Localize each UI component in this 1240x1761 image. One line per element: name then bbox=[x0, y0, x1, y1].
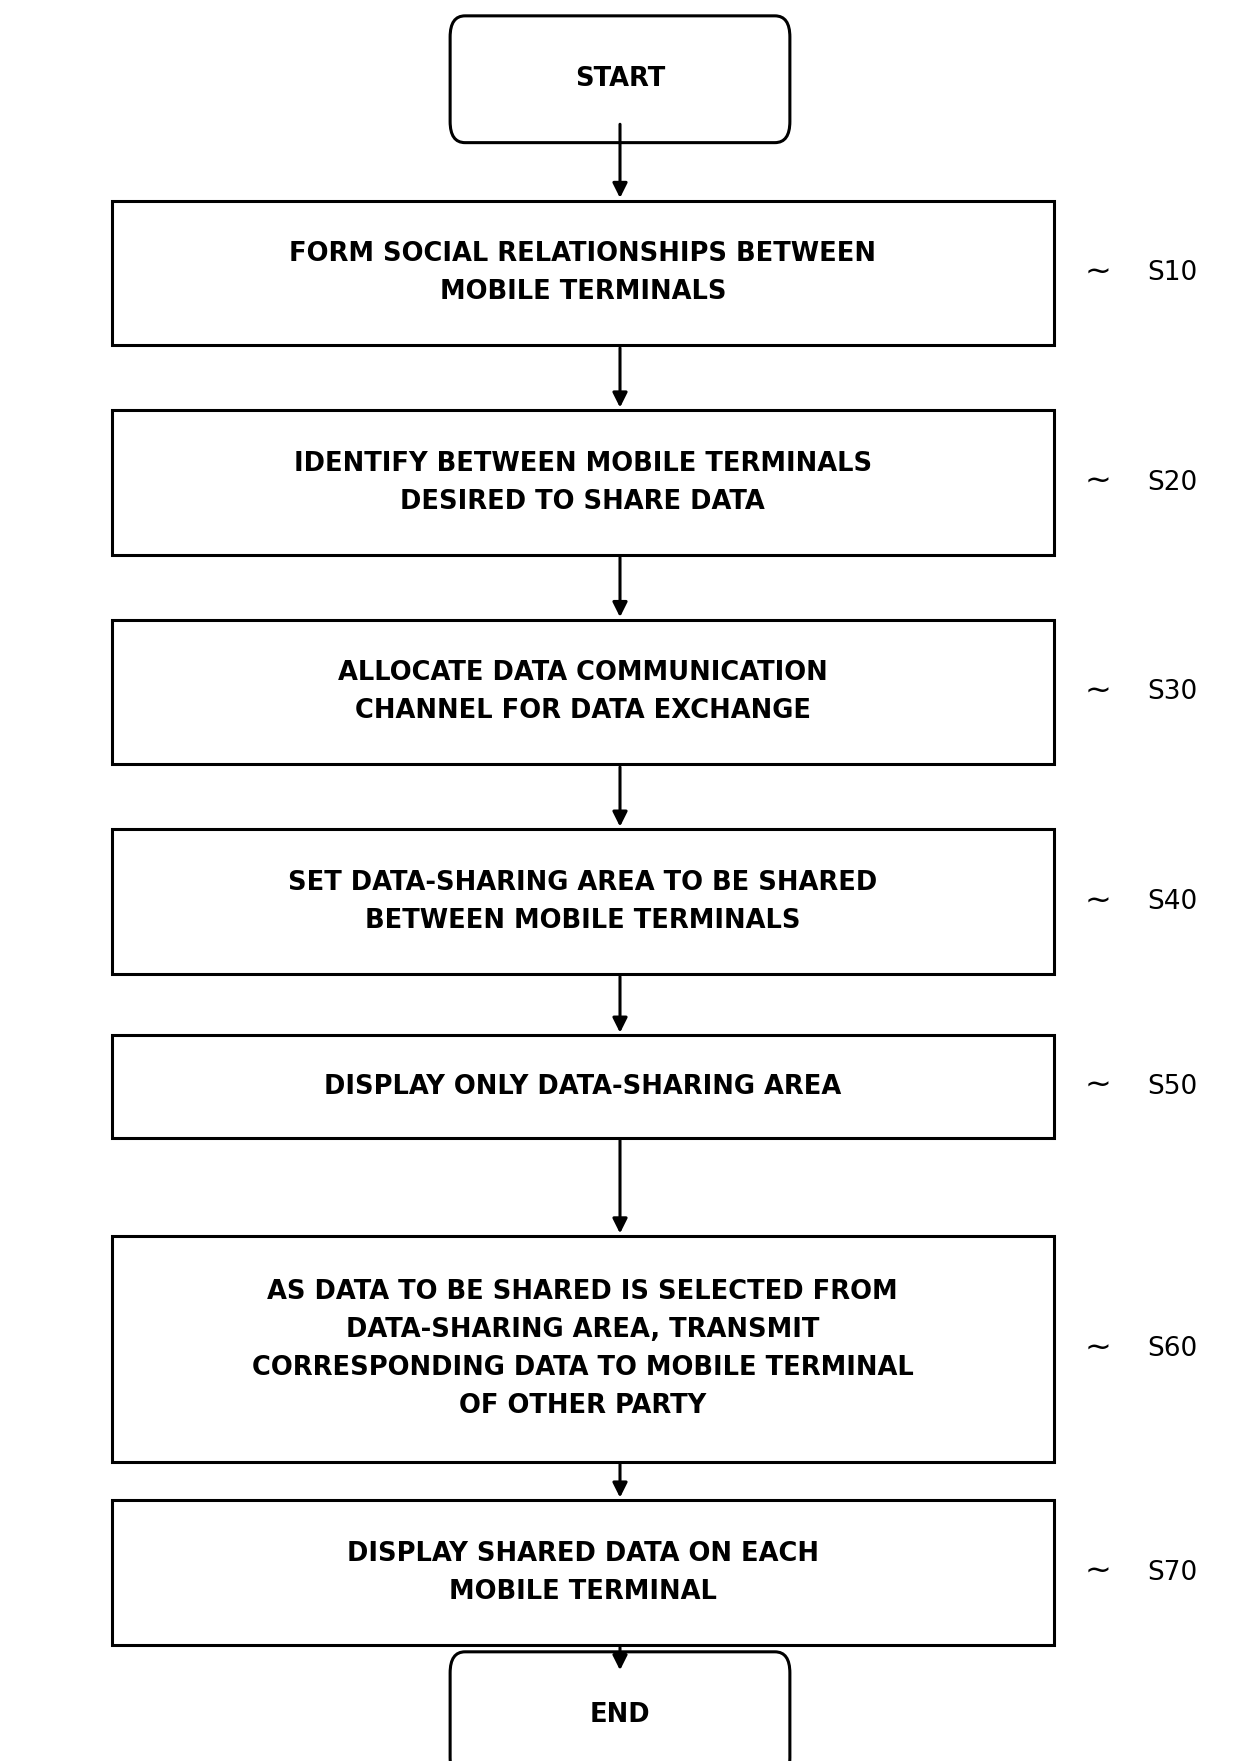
Text: SET DATA-SHARING AREA TO BE SHARED
BETWEEN MOBILE TERMINALS: SET DATA-SHARING AREA TO BE SHARED BETWE… bbox=[288, 870, 878, 933]
Text: ~: ~ bbox=[1085, 886, 1112, 917]
Text: ~: ~ bbox=[1085, 1333, 1112, 1365]
Text: DISPLAY ONLY DATA-SHARING AREA: DISPLAY ONLY DATA-SHARING AREA bbox=[324, 1074, 842, 1099]
Text: DISPLAY SHARED DATA ON EACH
MOBILE TERMINAL: DISPLAY SHARED DATA ON EACH MOBILE TERMI… bbox=[347, 1541, 818, 1604]
FancyBboxPatch shape bbox=[450, 16, 790, 143]
Bar bbox=[112, 1035, 1054, 1138]
Text: ALLOCATE DATA COMMUNICATION
CHANNEL FOR DATA EXCHANGE: ALLOCATE DATA COMMUNICATION CHANNEL FOR … bbox=[339, 660, 827, 724]
Text: AS DATA TO BE SHARED IS SELECTED FROM
DATA-SHARING AREA, TRANSMIT
CORRESPONDING : AS DATA TO BE SHARED IS SELECTED FROM DA… bbox=[252, 1278, 914, 1419]
Text: S70: S70 bbox=[1147, 1560, 1198, 1585]
Text: S20: S20 bbox=[1147, 470, 1198, 495]
Text: S10: S10 bbox=[1147, 261, 1198, 285]
Bar bbox=[112, 1236, 1054, 1462]
Text: ~: ~ bbox=[1085, 1071, 1112, 1102]
Bar bbox=[112, 201, 1054, 345]
Bar bbox=[112, 410, 1054, 555]
Text: IDENTIFY BETWEEN MOBILE TERMINALS
DESIRED TO SHARE DATA: IDENTIFY BETWEEN MOBILE TERMINALS DESIRE… bbox=[294, 451, 872, 514]
Text: START: START bbox=[575, 67, 665, 92]
FancyBboxPatch shape bbox=[450, 1652, 790, 1761]
Text: ~: ~ bbox=[1085, 257, 1112, 289]
Text: S40: S40 bbox=[1147, 889, 1198, 914]
Text: ~: ~ bbox=[1085, 467, 1112, 498]
Text: ~: ~ bbox=[1085, 1557, 1112, 1588]
Text: ~: ~ bbox=[1085, 676, 1112, 708]
Bar bbox=[112, 829, 1054, 974]
Text: S30: S30 bbox=[1147, 680, 1198, 704]
Text: S50: S50 bbox=[1147, 1074, 1198, 1099]
Bar bbox=[112, 620, 1054, 764]
Bar bbox=[112, 1500, 1054, 1645]
Text: FORM SOCIAL RELATIONSHIPS BETWEEN
MOBILE TERMINALS: FORM SOCIAL RELATIONSHIPS BETWEEN MOBILE… bbox=[289, 241, 877, 305]
Text: END: END bbox=[590, 1703, 650, 1728]
Text: S60: S60 bbox=[1147, 1337, 1198, 1361]
